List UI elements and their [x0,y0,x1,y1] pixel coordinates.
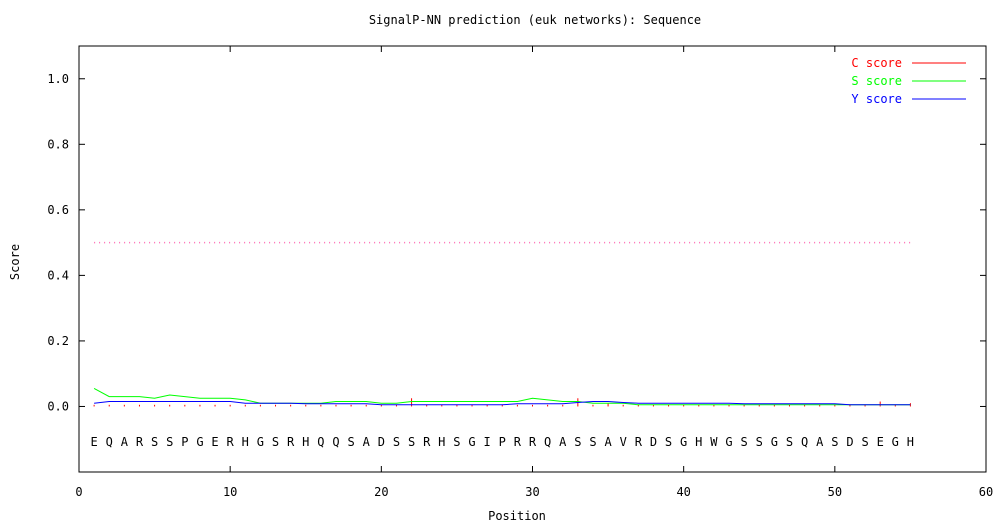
sequence-letter: S [861,435,868,449]
x-tick-label: 60 [979,485,993,499]
sequence-letter: G [892,435,899,449]
sequence-letter: S [151,435,158,449]
sequence-letter: R [423,435,431,449]
y-tick-label: 0.0 [47,399,69,413]
sequence-letter: Q [544,435,551,449]
sequence-letter: R [287,435,295,449]
sequence-letter: D [846,435,853,449]
sequence-letter: G [680,435,687,449]
sequence-letter: R [136,435,144,449]
sequence-letter: G [196,435,203,449]
sequence-letter: D [378,435,385,449]
sequence-letter: I [484,435,491,449]
sequence-letter: D [650,435,657,449]
sequence-letter: H [695,435,702,449]
series-layer [93,387,911,407]
sequence-letter: A [816,435,824,449]
x-tick-label: 40 [676,485,690,499]
sequence-letter: A [363,435,371,449]
x-tick-label: 0 [75,485,82,499]
legend: C score S score Y score [851,56,966,106]
sequence-letter: R [514,435,522,449]
sequence-letter: S [665,435,672,449]
sequence-letter: S [408,435,415,449]
sequence-letter: H [302,435,309,449]
sequence-letter: A [559,435,567,449]
x-tick-label: 20 [374,485,388,499]
chart-title: SignalP-NN prediction (euk networks): Se… [369,13,701,27]
sequence-letter: A [604,435,612,449]
sequence-letter: S [393,435,400,449]
sequence-letter: V [620,435,627,449]
y-tick-label: 0.2 [47,334,69,348]
sequence-letter: P [181,435,188,449]
legend-label: Y score [851,92,902,106]
sequence-letter: S [453,435,460,449]
sequence-letter: S [272,435,279,449]
s-score-line [93,387,911,406]
sequence-letter: S [786,435,793,449]
sequence-letter: R [227,435,235,449]
y-tick-label: 0.6 [47,203,69,217]
x-tick-label: 10 [223,485,237,499]
sequence-letter: P [499,435,506,449]
sequence-letter: H [438,435,445,449]
sequence-letter: S [831,435,838,449]
y-tick-label: 0.8 [47,137,69,151]
x-tick-label: 30 [525,485,539,499]
sequence-letter: Q [332,435,339,449]
sequence-letter: R [529,435,537,449]
sequence-letter: E [211,435,218,449]
sequence-letter: G [257,435,264,449]
sequence-letter: S [756,435,763,449]
y-score-line [94,401,911,406]
sequence-letter: G [771,435,778,449]
sequence-letter: S [166,435,173,449]
sequence-letter: G [725,435,732,449]
x-axis-label: Position [488,509,546,522]
legend-label: S score [851,74,902,88]
sequence-letter: Q [106,435,113,449]
y-tick-label: 0.4 [47,268,69,282]
sequence-letter: S [589,435,596,449]
sequence-letter: E [877,435,884,449]
sequence-letter: S [741,435,748,449]
sequence-letter: H [242,435,249,449]
sequence-letter: Q [801,435,808,449]
sequence-letter: S [347,435,354,449]
legend-label: C score [851,56,902,70]
sequence-letter: Q [317,435,324,449]
sequence-letter: H [907,435,914,449]
sequence-letter: R [635,435,643,449]
axes: 0 10 20 30 40 50 60 0.0 0.2 0.4 0.6 0.8 1.0 [47,46,993,499]
sequence-letter: W [710,435,718,449]
sequence-letter: S [574,435,581,449]
plot-frame [78,45,987,473]
y-axis-label: Score [8,244,22,280]
sequence-letter: A [121,435,129,449]
sequence-letter: G [468,435,475,449]
y-tick-label: 1.0 [47,72,69,86]
x-tick-label: 50 [828,485,842,499]
sequence-letter: E [90,435,97,449]
